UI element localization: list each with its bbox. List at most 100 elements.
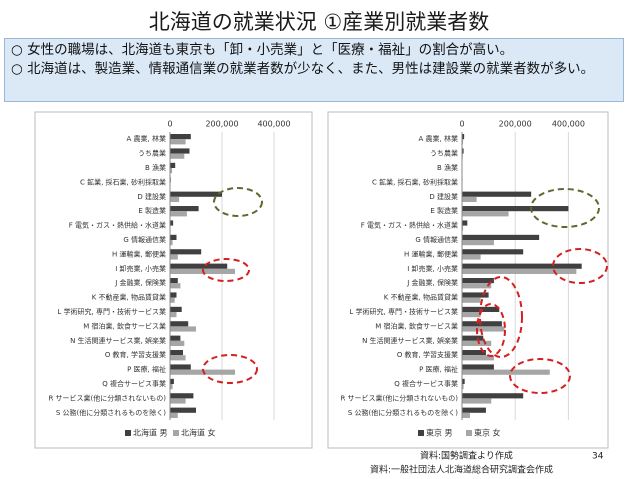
bar bbox=[170, 297, 175, 303]
bar bbox=[170, 312, 177, 318]
y-tick-label: S 公務(他に分類されるものを除く) bbox=[348, 408, 458, 417]
x-tick-label: 0 bbox=[167, 120, 172, 129]
y-tick-label: F 電気・ガス・熱供給・水道業 bbox=[69, 221, 166, 230]
bar bbox=[170, 240, 173, 246]
y-tick-label: R サービス業(他に分類されないもの) bbox=[48, 393, 166, 402]
bar bbox=[170, 211, 187, 217]
bar bbox=[462, 148, 464, 154]
bar bbox=[462, 249, 524, 255]
bar bbox=[170, 350, 183, 356]
y-tick-label: P 医療, 福祉 bbox=[419, 365, 458, 374]
bar bbox=[462, 283, 492, 289]
bar bbox=[462, 278, 494, 284]
bar bbox=[170, 162, 176, 168]
annotations bbox=[202, 187, 608, 394]
y-tick-label: Q 複合サービス事業 bbox=[102, 379, 166, 388]
bar bbox=[462, 292, 489, 298]
bar bbox=[170, 340, 185, 346]
bar bbox=[462, 191, 532, 197]
highlight bbox=[552, 248, 608, 284]
bar bbox=[462, 211, 509, 217]
y-tick-label: D 建設業 bbox=[429, 192, 458, 201]
legend-label: 北海道 女 bbox=[181, 428, 216, 438]
bar bbox=[170, 326, 196, 332]
bar bbox=[170, 249, 202, 255]
bar bbox=[170, 292, 177, 298]
y-tick-label: P 医療, 福祉 bbox=[127, 365, 166, 374]
bar bbox=[462, 412, 470, 418]
y-tick-label: L 学術研究, 専門・技術サービス業 bbox=[57, 307, 166, 316]
y-tick-label: うち農業 bbox=[430, 149, 458, 158]
bar bbox=[170, 407, 196, 413]
y-tick-label: D 建設業 bbox=[137, 192, 166, 201]
bar bbox=[462, 364, 494, 370]
y-tick-label: K 不動産業, 物品賃貸業 bbox=[92, 293, 166, 302]
bar bbox=[170, 191, 222, 197]
bar bbox=[462, 196, 477, 202]
highlight bbox=[202, 258, 250, 282]
bar bbox=[462, 321, 502, 327]
bar bbox=[462, 355, 494, 361]
y-tick-label: N 生活関連サービス業, 娯楽業 bbox=[362, 336, 458, 345]
y-tick-label: E 製造業 bbox=[430, 206, 458, 215]
bar bbox=[170, 369, 235, 375]
bar bbox=[170, 278, 178, 284]
bar bbox=[462, 240, 494, 246]
bar bbox=[170, 393, 194, 399]
y-tick-label: H 運輸業, 郵便業 bbox=[404, 249, 458, 258]
bar bbox=[462, 398, 492, 404]
y-tick-label: B 漁業 bbox=[145, 163, 166, 172]
bar bbox=[170, 384, 173, 390]
bar bbox=[462, 234, 540, 240]
bar bbox=[170, 378, 174, 384]
bar bbox=[462, 335, 484, 341]
y-tick-label: C 鉱業, 採石業, 砂利採取業 bbox=[80, 177, 166, 186]
highlight bbox=[479, 276, 523, 358]
bar bbox=[462, 139, 464, 145]
y-tick-label: B 漁業 bbox=[437, 163, 458, 172]
y-tick-label: O 教育, 学習支援業 bbox=[105, 350, 166, 359]
bar bbox=[170, 206, 199, 212]
bar bbox=[462, 384, 464, 390]
highlight bbox=[509, 358, 571, 394]
y-tick-label: うち農業 bbox=[138, 149, 166, 158]
y-tick-label: J 金融業, 保険業 bbox=[406, 278, 458, 287]
bar bbox=[170, 148, 190, 154]
bar bbox=[170, 196, 180, 202]
y-tick-label: M 宿泊業, 飲食サービス業 bbox=[83, 321, 166, 330]
bar bbox=[462, 220, 468, 226]
x-tick-label: 200,000 bbox=[499, 120, 532, 129]
y-tick-label: S 公務(他に分類されるものを除く) bbox=[56, 408, 166, 417]
bar bbox=[462, 297, 481, 303]
bar bbox=[462, 350, 486, 356]
legend-label: 北海道 男 bbox=[133, 428, 168, 438]
x-tick-label: 400,000 bbox=[257, 120, 290, 129]
bar bbox=[170, 220, 174, 226]
x-tick-label: 200,000 bbox=[205, 120, 238, 129]
bar bbox=[170, 254, 178, 260]
bar bbox=[170, 306, 182, 312]
bar bbox=[170, 168, 173, 174]
highlight bbox=[530, 188, 600, 228]
bar bbox=[462, 134, 465, 140]
bar bbox=[462, 407, 486, 413]
source: 資料:国勢調査より作成 bbox=[420, 450, 513, 462]
y-tick-label: I 卸売業, 小売業 bbox=[115, 264, 166, 273]
y-tick-label: J 金融業, 保険業 bbox=[114, 278, 166, 287]
bar bbox=[462, 312, 481, 318]
notes-box: ○ 女性の職場は、北海道も東京も「卸・小売業」と「医療・福祉」の割合が高い。 ○… bbox=[4, 38, 624, 102]
bar bbox=[462, 206, 569, 212]
bar bbox=[462, 263, 582, 269]
page-number: 34 bbox=[592, 452, 604, 462]
bar bbox=[170, 134, 191, 140]
bar bbox=[462, 378, 465, 384]
y-tick-label: G 情報通信業 bbox=[415, 235, 458, 244]
y-tick-label: K 不動産業, 物品賃貸業 bbox=[384, 293, 458, 302]
y-tick-label: F 電気・ガス・熱供給・水道業 bbox=[361, 221, 458, 230]
highlight bbox=[213, 187, 263, 217]
bar bbox=[170, 364, 191, 370]
legend-swatch bbox=[173, 430, 179, 436]
y-tick-label: Q 複合サービス事業 bbox=[394, 379, 458, 388]
bar bbox=[170, 153, 185, 159]
